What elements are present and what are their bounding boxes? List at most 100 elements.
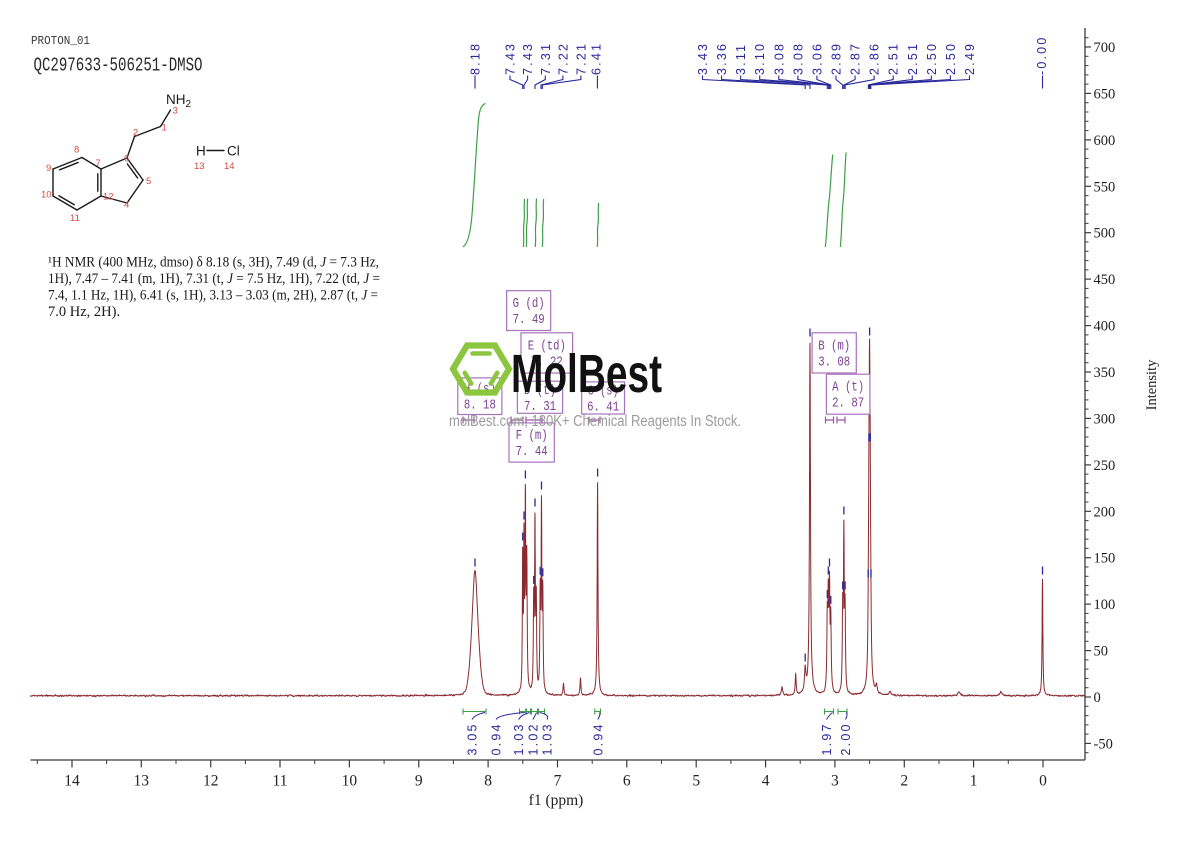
svg-text:7.4, 1.1 Hz, 1H), 6.41 (s, 1H): 7.4, 1.1 Hz, 1H), 6.41 (s, 1H), 3.13 – 3… <box>48 288 378 304</box>
svg-text:3.08: 3.08 <box>772 42 786 75</box>
svg-text:2.49: 2.49 <box>963 42 977 75</box>
svg-text:350: 350 <box>1094 365 1116 381</box>
svg-text:F (m): F (m) <box>516 429 548 444</box>
svg-text:7. 49: 7. 49 <box>513 313 545 328</box>
svg-text:3: 3 <box>173 106 178 117</box>
svg-text:10: 10 <box>41 190 52 201</box>
svg-text:3.05: 3.05 <box>466 722 480 755</box>
svg-text:molBest.com, 180K+ Chemical Re: molBest.com, 180K+ Chemical Reagents In … <box>449 413 741 430</box>
svg-text:2: 2 <box>900 773 908 790</box>
svg-text:4: 4 <box>762 773 770 790</box>
svg-text:1.03: 1.03 <box>512 722 526 755</box>
svg-text:1.03: 1.03 <box>541 722 555 755</box>
svg-text:A (t): A (t) <box>832 381 864 396</box>
svg-text:2.86: 2.86 <box>868 42 882 75</box>
svg-text:7. 31: 7. 31 <box>524 400 556 415</box>
svg-text:8: 8 <box>74 145 79 156</box>
svg-text:5: 5 <box>692 773 700 790</box>
svg-text:2. 87: 2. 87 <box>832 397 864 412</box>
svg-text:200: 200 <box>1094 504 1116 520</box>
svg-text:0: 0 <box>1094 690 1101 706</box>
svg-text:6. 41: 6. 41 <box>587 400 619 415</box>
svg-text:6.41: 6.41 <box>590 42 604 75</box>
svg-text:E (td): E (td) <box>528 339 566 354</box>
svg-text:2.51: 2.51 <box>906 42 920 75</box>
svg-text:PROTON_01: PROTON_01 <box>31 35 90 48</box>
svg-text:4: 4 <box>124 200 129 211</box>
svg-text:150: 150 <box>1094 551 1116 567</box>
svg-text:NH2: NH2 <box>166 92 192 110</box>
svg-text:11: 11 <box>70 213 80 224</box>
svg-text:300: 300 <box>1094 411 1116 427</box>
svg-text:8: 8 <box>484 773 492 790</box>
svg-text:MolBest: MolBest <box>511 344 662 404</box>
svg-text:B (m): B (m) <box>818 339 850 354</box>
svg-text:3.11: 3.11 <box>734 43 748 75</box>
svg-text:¹H NMR (400 MHz, dmso) δ 8.18: ¹H NMR (400 MHz, dmso) δ 8.18 (s, 3H), 7… <box>48 255 379 271</box>
svg-text:13: 13 <box>194 161 205 172</box>
svg-text:10: 10 <box>342 773 358 790</box>
svg-text:1: 1 <box>970 773 978 790</box>
svg-text:100: 100 <box>1094 597 1116 613</box>
svg-text:5: 5 <box>146 176 151 187</box>
svg-text:Cl: Cl <box>227 144 240 159</box>
svg-text:7.0 Hz, 2H).: 7.0 Hz, 2H). <box>48 304 120 320</box>
svg-text:550: 550 <box>1094 179 1116 195</box>
svg-text:8. 18: 8. 18 <box>464 399 496 414</box>
svg-text:7. 44: 7. 44 <box>516 445 548 460</box>
svg-text:1H), 7.47 – 7.41 (m, 1H), 7.31: 1H), 7.47 – 7.41 (m, 1H), 7.31 (t, J = 7… <box>48 271 380 287</box>
svg-text:2: 2 <box>133 128 138 139</box>
svg-text:G (d): G (d) <box>513 297 545 312</box>
svg-text:3.36: 3.36 <box>715 42 729 75</box>
svg-text:3.06: 3.06 <box>810 42 824 75</box>
svg-text:QC297633-506251-DMSO: QC297633-506251-DMSO <box>34 55 203 77</box>
svg-text:7. 22: 7. 22 <box>531 355 563 370</box>
svg-text:3. 08: 3. 08 <box>818 355 850 370</box>
svg-text:7.43: 7.43 <box>521 42 535 75</box>
svg-text:700: 700 <box>1094 40 1116 56</box>
svg-text:12: 12 <box>103 192 114 203</box>
svg-text:3.43: 3.43 <box>696 42 710 75</box>
svg-text:7.21: 7.21 <box>574 42 588 75</box>
svg-text:3: 3 <box>831 773 839 790</box>
svg-text:9: 9 <box>415 773 423 790</box>
svg-text:3.10: 3.10 <box>753 42 767 75</box>
svg-text:8.18: 8.18 <box>469 42 483 75</box>
svg-text:2.50: 2.50 <box>944 42 958 75</box>
svg-text:2.89: 2.89 <box>829 42 843 75</box>
svg-text:14: 14 <box>224 161 235 172</box>
svg-text:H: H <box>196 144 206 159</box>
svg-text:1: 1 <box>162 123 167 134</box>
svg-text:-50: -50 <box>1094 736 1113 752</box>
svg-text:2.51: 2.51 <box>887 42 901 75</box>
svg-text:2.50: 2.50 <box>925 42 939 75</box>
svg-text:11: 11 <box>273 773 288 790</box>
svg-text:6: 6 <box>623 773 631 790</box>
svg-text:50: 50 <box>1094 644 1109 660</box>
svg-text:0.94: 0.94 <box>490 722 504 755</box>
svg-text:7: 7 <box>554 773 562 790</box>
svg-text:650: 650 <box>1094 86 1116 102</box>
svg-text:9: 9 <box>46 163 51 174</box>
svg-text:6: 6 <box>124 154 129 165</box>
svg-text:Intensity: Intensity <box>1144 359 1160 410</box>
svg-text:0: 0 <box>1039 773 1047 790</box>
svg-text:14: 14 <box>64 773 80 790</box>
svg-text:500: 500 <box>1094 226 1116 242</box>
svg-text:450: 450 <box>1094 272 1116 288</box>
svg-text:600: 600 <box>1094 133 1116 149</box>
svg-text:2.87: 2.87 <box>849 42 863 75</box>
svg-text:1.02: 1.02 <box>526 722 540 755</box>
svg-text:0.94: 0.94 <box>591 722 605 755</box>
svg-text:3.08: 3.08 <box>791 42 805 75</box>
svg-text:12: 12 <box>203 773 219 790</box>
svg-text:400: 400 <box>1094 319 1116 335</box>
svg-text:1.97: 1.97 <box>820 722 834 755</box>
svg-text:C (s): C (s) <box>588 384 619 399</box>
svg-text:f1 (ppm): f1 (ppm) <box>529 792 584 809</box>
svg-text:7: 7 <box>96 158 101 169</box>
svg-text:7.31: 7.31 <box>539 42 553 75</box>
svg-text:D (t): D (t) <box>524 384 556 399</box>
svg-text:-0.00: -0.00 <box>1035 36 1049 76</box>
svg-text:7.43: 7.43 <box>504 42 518 75</box>
